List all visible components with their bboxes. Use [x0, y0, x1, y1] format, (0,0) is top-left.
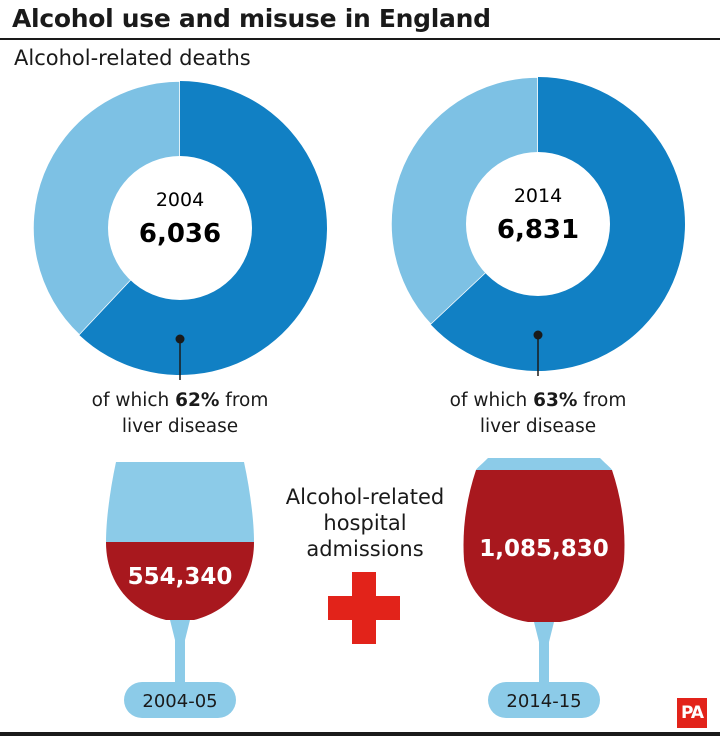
- caption-suffix-2014: from: [577, 390, 627, 411]
- donut-chart-2004: 2004 6,036: [32, 80, 327, 380]
- caption-prefix-2004: of which: [91, 390, 176, 411]
- liver-caption-2014: of which 63% from liver disease: [408, 388, 668, 440]
- caption-pct-2004: 62%: [175, 390, 220, 411]
- glass-base-2014-15: [488, 682, 600, 718]
- caption-suffix-2004: from: [219, 390, 269, 411]
- chart-title: Alcohol use and misuse in England: [12, 4, 491, 33]
- admissions-title: Alcohol-related hospital admissions: [262, 484, 468, 562]
- bottom-rule: [0, 732, 720, 736]
- caption-prefix-2014: of which: [449, 390, 534, 411]
- admissions-title-line-2: hospital: [323, 511, 407, 535]
- glass-period-2004-05: 2004-05: [142, 691, 217, 712]
- wine-fill-2004-05: [106, 542, 254, 620]
- admissions-title-line-1: Alcohol-related: [285, 485, 445, 509]
- medical-cross-icon: [328, 572, 400, 644]
- slice-other-2004: [32, 80, 181, 337]
- title-bar: Alcohol use and misuse in England: [0, 0, 720, 40]
- glass-bowl-top-2014-15: [476, 458, 612, 470]
- year-label-2004: 2004: [156, 189, 204, 211]
- wine-glass-2014-15: 1,085,830 2014-15: [463, 458, 625, 718]
- glass-base-2004-05: [124, 682, 236, 718]
- glass-stem-2004-05: [170, 620, 190, 686]
- wine-value-2004-05: 554,340: [128, 564, 233, 590]
- deaths-subtitle: Alcohol-related deaths: [14, 46, 251, 70]
- donut-hole-2004: [108, 156, 252, 300]
- glass-stem-2014-15: [534, 622, 554, 686]
- total-label-2004: 6,036: [139, 219, 221, 249]
- donut-chart-2014: 2014 6,831: [390, 76, 685, 376]
- liver-caption-2004: of which 62% from liver disease: [58, 388, 302, 440]
- glass-period-2014-15: 2014-15: [506, 691, 581, 712]
- year-label-2014: 2014: [514, 185, 562, 207]
- admissions-title-line-3: admissions: [306, 537, 424, 561]
- caption-line2-2014: liver disease: [479, 416, 597, 437]
- wine-fill-2014-15: [463, 470, 625, 622]
- total-label-2014: 6,831: [497, 215, 579, 245]
- caption-pct-2014: 63%: [533, 390, 578, 411]
- wine-glass-2004-05: 554,340 2004-05: [106, 462, 254, 718]
- wine-value-2014-15: 1,085,830: [479, 536, 609, 562]
- glass-bowl-top-2004-05: [106, 462, 254, 542]
- pa-logo: PA: [677, 698, 707, 728]
- slice-other-2014: [390, 76, 539, 326]
- pointer-dot-2014: [533, 330, 543, 340]
- pointer-dot-2004: [175, 334, 185, 344]
- donut-hole-2014: [466, 152, 610, 296]
- caption-line2-2004: liver disease: [121, 416, 239, 437]
